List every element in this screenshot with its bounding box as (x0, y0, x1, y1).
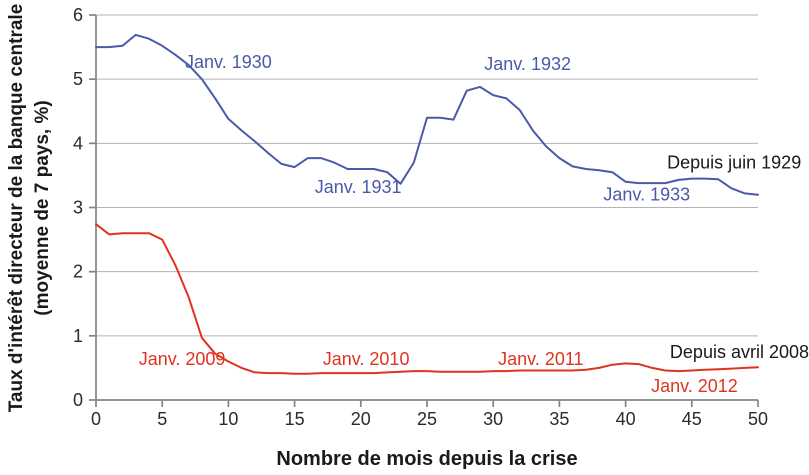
x-tick-label: 10 (218, 409, 238, 429)
y-axis-title: Taux d'intérêt directeur de la banque ce… (4, 4, 56, 413)
annotation-label: Janv. 2010 (323, 349, 410, 369)
y-tick-label: 6 (73, 5, 83, 25)
annotation-label: Depuis avril 2008 (670, 342, 809, 362)
y-tick-label: 2 (73, 262, 83, 282)
y-tick-label: 4 (73, 133, 83, 153)
annotation-label: Janv. 1933 (603, 185, 690, 205)
y-axis-title-line1: Taux d'intérêt directeur de la banque ce… (6, 3, 27, 413)
x-tick-label: 20 (351, 409, 371, 429)
x-tick-label: 0 (91, 409, 101, 429)
x-axis-title: Nombre de mois depuis la crise (276, 448, 578, 470)
annotation-label: Janv. 1931 (315, 177, 402, 197)
series-line-1929 (95, 33, 759, 196)
annotation-label: Janv. 1932 (484, 54, 571, 74)
x-tick-label: 15 (285, 409, 305, 429)
x-tick-label: 5 (157, 409, 167, 429)
annotation-label: Janv. 1930 (185, 52, 272, 72)
annotation-label: Janv. 2011 (498, 349, 583, 369)
x-tick-label: 25 (417, 409, 437, 429)
series-line-2008 (95, 223, 759, 375)
annotation-label: Depuis juin 1929 (667, 153, 801, 173)
x-tick-label: 30 (483, 409, 503, 429)
annotation-label: Janv. 2009 (139, 349, 226, 369)
y-tick-label: 1 (73, 326, 83, 346)
annotation-label: Janv. 2012 (651, 376, 738, 396)
y-tick-label: 0 (73, 390, 83, 410)
x-tick-label: 45 (682, 409, 702, 429)
y-axis-title-line2: (moyenne de 7 pays, %) (32, 100, 53, 316)
y-tick-label: 3 (73, 198, 83, 218)
x-tick-label: 40 (616, 409, 636, 429)
x-tick-label: 50 (748, 409, 768, 429)
y-tick-label: 5 (73, 69, 83, 89)
x-tick-label: 35 (549, 409, 569, 429)
